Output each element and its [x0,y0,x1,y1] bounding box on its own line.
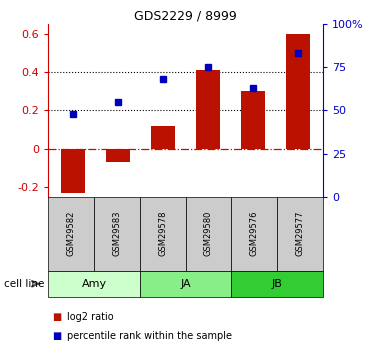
Text: GSM29580: GSM29580 [204,211,213,256]
Bar [60,149,85,193]
Title: GDS2229 / 8999: GDS2229 / 8999 [134,10,237,23]
Text: GSM29576: GSM29576 [250,211,259,256]
Text: Amy: Amy [81,279,106,289]
Text: cell line: cell line [4,279,44,289]
Text: percentile rank within the sample: percentile rank within the sample [67,332,232,341]
Text: GSM29582: GSM29582 [67,211,76,256]
Text: log2 ratio: log2 ratio [67,313,114,322]
Text: JA: JA [180,279,191,289]
Text: JB: JB [272,279,282,289]
Bar [286,34,311,149]
Text: GSM29577: GSM29577 [295,211,304,256]
Text: ■: ■ [52,313,61,322]
Bar [241,91,265,149]
Text: ■: ■ [52,332,61,341]
Text: GSM29578: GSM29578 [158,211,167,256]
Bar [106,149,130,162]
Bar [151,126,175,149]
Text: GSM29583: GSM29583 [112,211,121,256]
Bar [196,70,220,149]
